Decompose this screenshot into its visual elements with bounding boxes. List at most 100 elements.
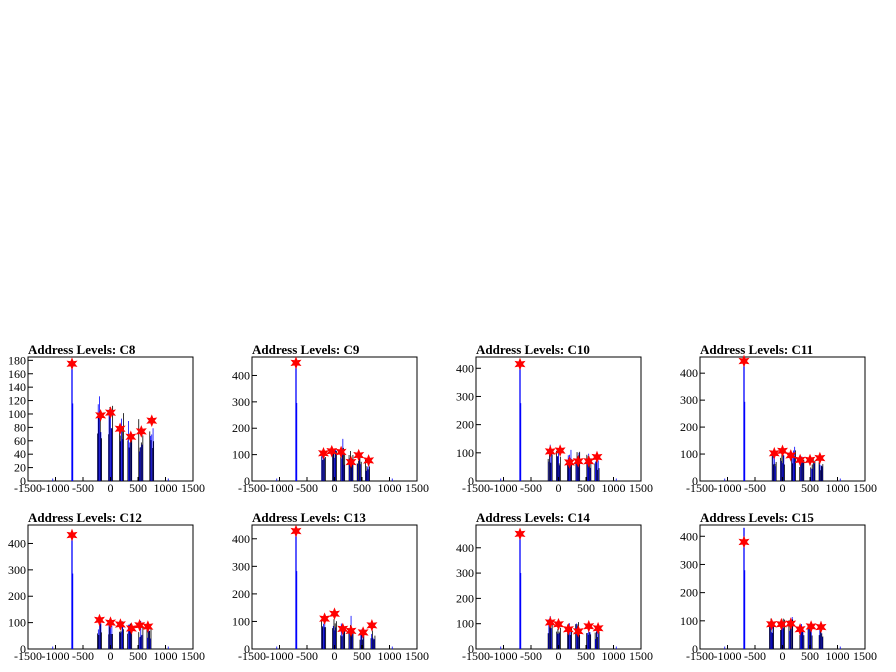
- peak-marker: [353, 448, 365, 462]
- y-tick-label: 0: [20, 474, 26, 488]
- chart-panel: Address Levels: C10 -1500 -1000 -500 0 500 100…: [456, 342, 653, 495]
- x-tick-label: -1000: [714, 649, 742, 663]
- x-tick-label: 1500: [629, 481, 653, 495]
- peak-marker: [562, 623, 574, 636]
- x-tick-label: 500: [577, 649, 595, 663]
- x-tick-label: -1000: [714, 481, 742, 495]
- x-tick-label: 500: [801, 481, 819, 495]
- peak-marker: [766, 617, 777, 631]
- peak-marker: [93, 613, 106, 627]
- chart-panel: Address Levels: C11 -1500 -1000 -500 0 500 100…: [680, 342, 877, 495]
- peak-marker: [738, 354, 750, 368]
- peak-marker: [290, 356, 302, 370]
- chart-panel: Address Levels: C12 -1500 -1000 -500 0 500 100…: [8, 510, 205, 663]
- x-tick-label: 500: [353, 481, 371, 495]
- y-tick-label: 100: [232, 614, 250, 628]
- x-tick-label: 1000: [378, 649, 402, 663]
- x-tick-label: 0: [108, 649, 114, 663]
- x-tick-label: 500: [801, 649, 819, 663]
- y-tick-label: 0: [692, 642, 698, 656]
- x-tick-label: 0: [556, 649, 562, 663]
- y-tick-label: 400: [456, 541, 474, 555]
- y-tick-label: 0: [244, 474, 250, 488]
- x-tick-label: 500: [129, 649, 147, 663]
- x-tick-label: 1000: [826, 649, 850, 663]
- peak-marker: [776, 444, 789, 458]
- x-tick-label: 0: [332, 481, 338, 495]
- peak-marker: [804, 453, 816, 467]
- peak-marker: [326, 444, 338, 458]
- peak-marker: [114, 422, 126, 435]
- y-tick-label: 200: [456, 418, 474, 432]
- peak-marker: [583, 619, 595, 633]
- peak-marker: [794, 623, 806, 636]
- x-tick-label: 0: [780, 481, 786, 495]
- y-tick-label: 200: [8, 589, 26, 603]
- y-tick-label: 0: [20, 642, 26, 656]
- peak-marker: [572, 455, 584, 468]
- x-tick-label: 1000: [602, 481, 626, 495]
- peak-marker: [337, 622, 349, 636]
- y-tick-label: 0: [692, 474, 698, 488]
- peak-marker: [544, 616, 556, 629]
- peak-marker: [514, 527, 526, 541]
- y-tick-label: 180: [8, 353, 26, 367]
- x-tick-label: 0: [556, 481, 562, 495]
- plot-frame: [699, 356, 866, 482]
- peak-marker: [125, 622, 137, 635]
- y-tick-label: 200: [680, 420, 698, 434]
- y-tick-label: 400: [456, 361, 474, 375]
- peak-marker: [66, 528, 78, 542]
- x-tick-label: -500: [72, 481, 94, 495]
- peak-marker: [591, 450, 603, 464]
- y-tick-label: 100: [8, 616, 26, 630]
- peak-marker: [514, 357, 526, 371]
- y-tick-label: 0: [468, 642, 474, 656]
- x-tick-label: 1500: [853, 649, 877, 663]
- peak-marker: [135, 425, 147, 438]
- x-tick-label: 1500: [629, 649, 653, 663]
- peak-marker: [564, 456, 575, 469]
- y-tick-label: 300: [680, 393, 698, 407]
- x-tick-label: -1000: [42, 481, 70, 495]
- peak-marker: [290, 524, 302, 538]
- x-tick-label: 1000: [826, 481, 850, 495]
- x-tick-label: -1500: [14, 481, 42, 495]
- x-tick-label: -500: [520, 481, 542, 495]
- peak-marker: [317, 447, 330, 460]
- y-tick-label: 300: [232, 395, 250, 409]
- y-tick-label: 40: [14, 447, 26, 461]
- x-tick-label: -1500: [238, 649, 266, 663]
- x-tick-label: -1500: [238, 481, 266, 495]
- peak-marker: [366, 618, 378, 632]
- x-tick-label: 1500: [405, 649, 429, 663]
- y-tick-label: 80: [14, 420, 26, 434]
- y-tick-label: 300: [456, 566, 474, 580]
- x-tick-label: -1000: [266, 649, 294, 663]
- x-tick-label: -500: [520, 649, 542, 663]
- peak-marker: [768, 446, 780, 460]
- x-tick-label: -500: [296, 649, 318, 663]
- y-tick-label: 400: [232, 368, 250, 382]
- x-tick-label: 1000: [602, 649, 626, 663]
- x-tick-label: 1000: [378, 481, 402, 495]
- x-tick-label: 1000: [154, 481, 178, 495]
- x-tick-label: -1000: [42, 649, 70, 663]
- peak-marker: [345, 455, 357, 469]
- peak-marker: [785, 449, 797, 462]
- chart-title: Address Levels: C12: [28, 510, 142, 525]
- x-tick-label: -500: [72, 649, 94, 663]
- x-tick-label: -500: [744, 649, 766, 663]
- y-tick-label: 100: [680, 447, 698, 461]
- peak-marker: [114, 618, 126, 631]
- x-tick-label: 0: [780, 649, 786, 663]
- x-tick-label: 1500: [853, 481, 877, 495]
- y-tick-label: 400: [8, 536, 26, 550]
- x-tick-label: -1500: [686, 481, 714, 495]
- peak-marker: [142, 620, 154, 633]
- y-tick-label: 400: [232, 532, 250, 546]
- peak-marker: [815, 620, 827, 634]
- y-tick-label: 300: [232, 559, 250, 573]
- peak-marker: [319, 612, 331, 626]
- peak-marker: [553, 617, 564, 631]
